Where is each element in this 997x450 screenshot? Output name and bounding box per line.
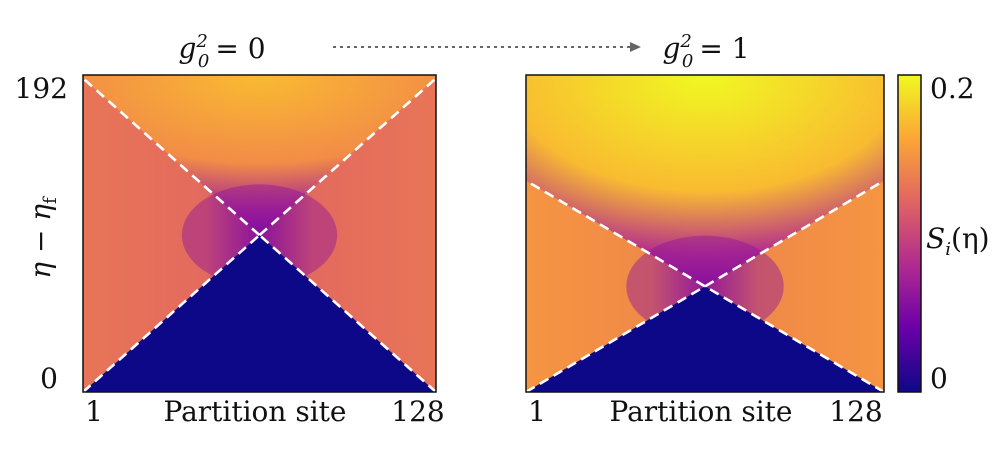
colorbar <box>897 74 922 393</box>
x-tick-label-right-end: 128 <box>829 395 882 428</box>
y-axis-label: η − ηf <box>24 196 61 279</box>
colorbar-max-label: 0.2 <box>930 72 975 105</box>
lower-cone-region <box>526 286 884 392</box>
light-cone-line-lower-right <box>704 285 885 394</box>
light-cone-line-upper-right <box>704 179 885 288</box>
x-axis-label-left: Partition site <box>163 395 346 428</box>
heatmap-panel-left <box>82 74 437 393</box>
lower-cone-region <box>83 235 436 392</box>
colorbar-min-label: 0 <box>930 362 948 395</box>
x-tick-label-left-start: 1 <box>85 395 103 428</box>
panel-frame <box>82 74 437 393</box>
light-cone-line-lower-right <box>258 234 437 393</box>
x-axis-label-right: Partition site <box>609 395 792 428</box>
title-left: g2 0 = 0 <box>178 31 265 72</box>
y-tick-label-top: 192 <box>15 72 68 105</box>
panel-frame <box>525 74 885 393</box>
light-cone-line-lower-left <box>82 234 261 393</box>
x-tick-label-right-start: 1 <box>528 395 546 428</box>
light-cone-line-upper-left <box>525 179 706 288</box>
light-cone-line-upper-left <box>82 77 261 237</box>
light-cone-line-lower-left <box>525 285 706 394</box>
transition-arrow <box>333 42 641 52</box>
light-cone-line-upper-right <box>258 77 437 237</box>
title-right: g2 0 = 1 <box>662 31 749 72</box>
colorbar-label: Si(η) <box>926 222 990 260</box>
y-tick-label-bottom: 0 <box>40 362 58 395</box>
upper-cone-region <box>83 75 436 236</box>
heatmap-panel-right <box>525 74 885 394</box>
x-tick-label-left-end: 128 <box>391 395 444 428</box>
